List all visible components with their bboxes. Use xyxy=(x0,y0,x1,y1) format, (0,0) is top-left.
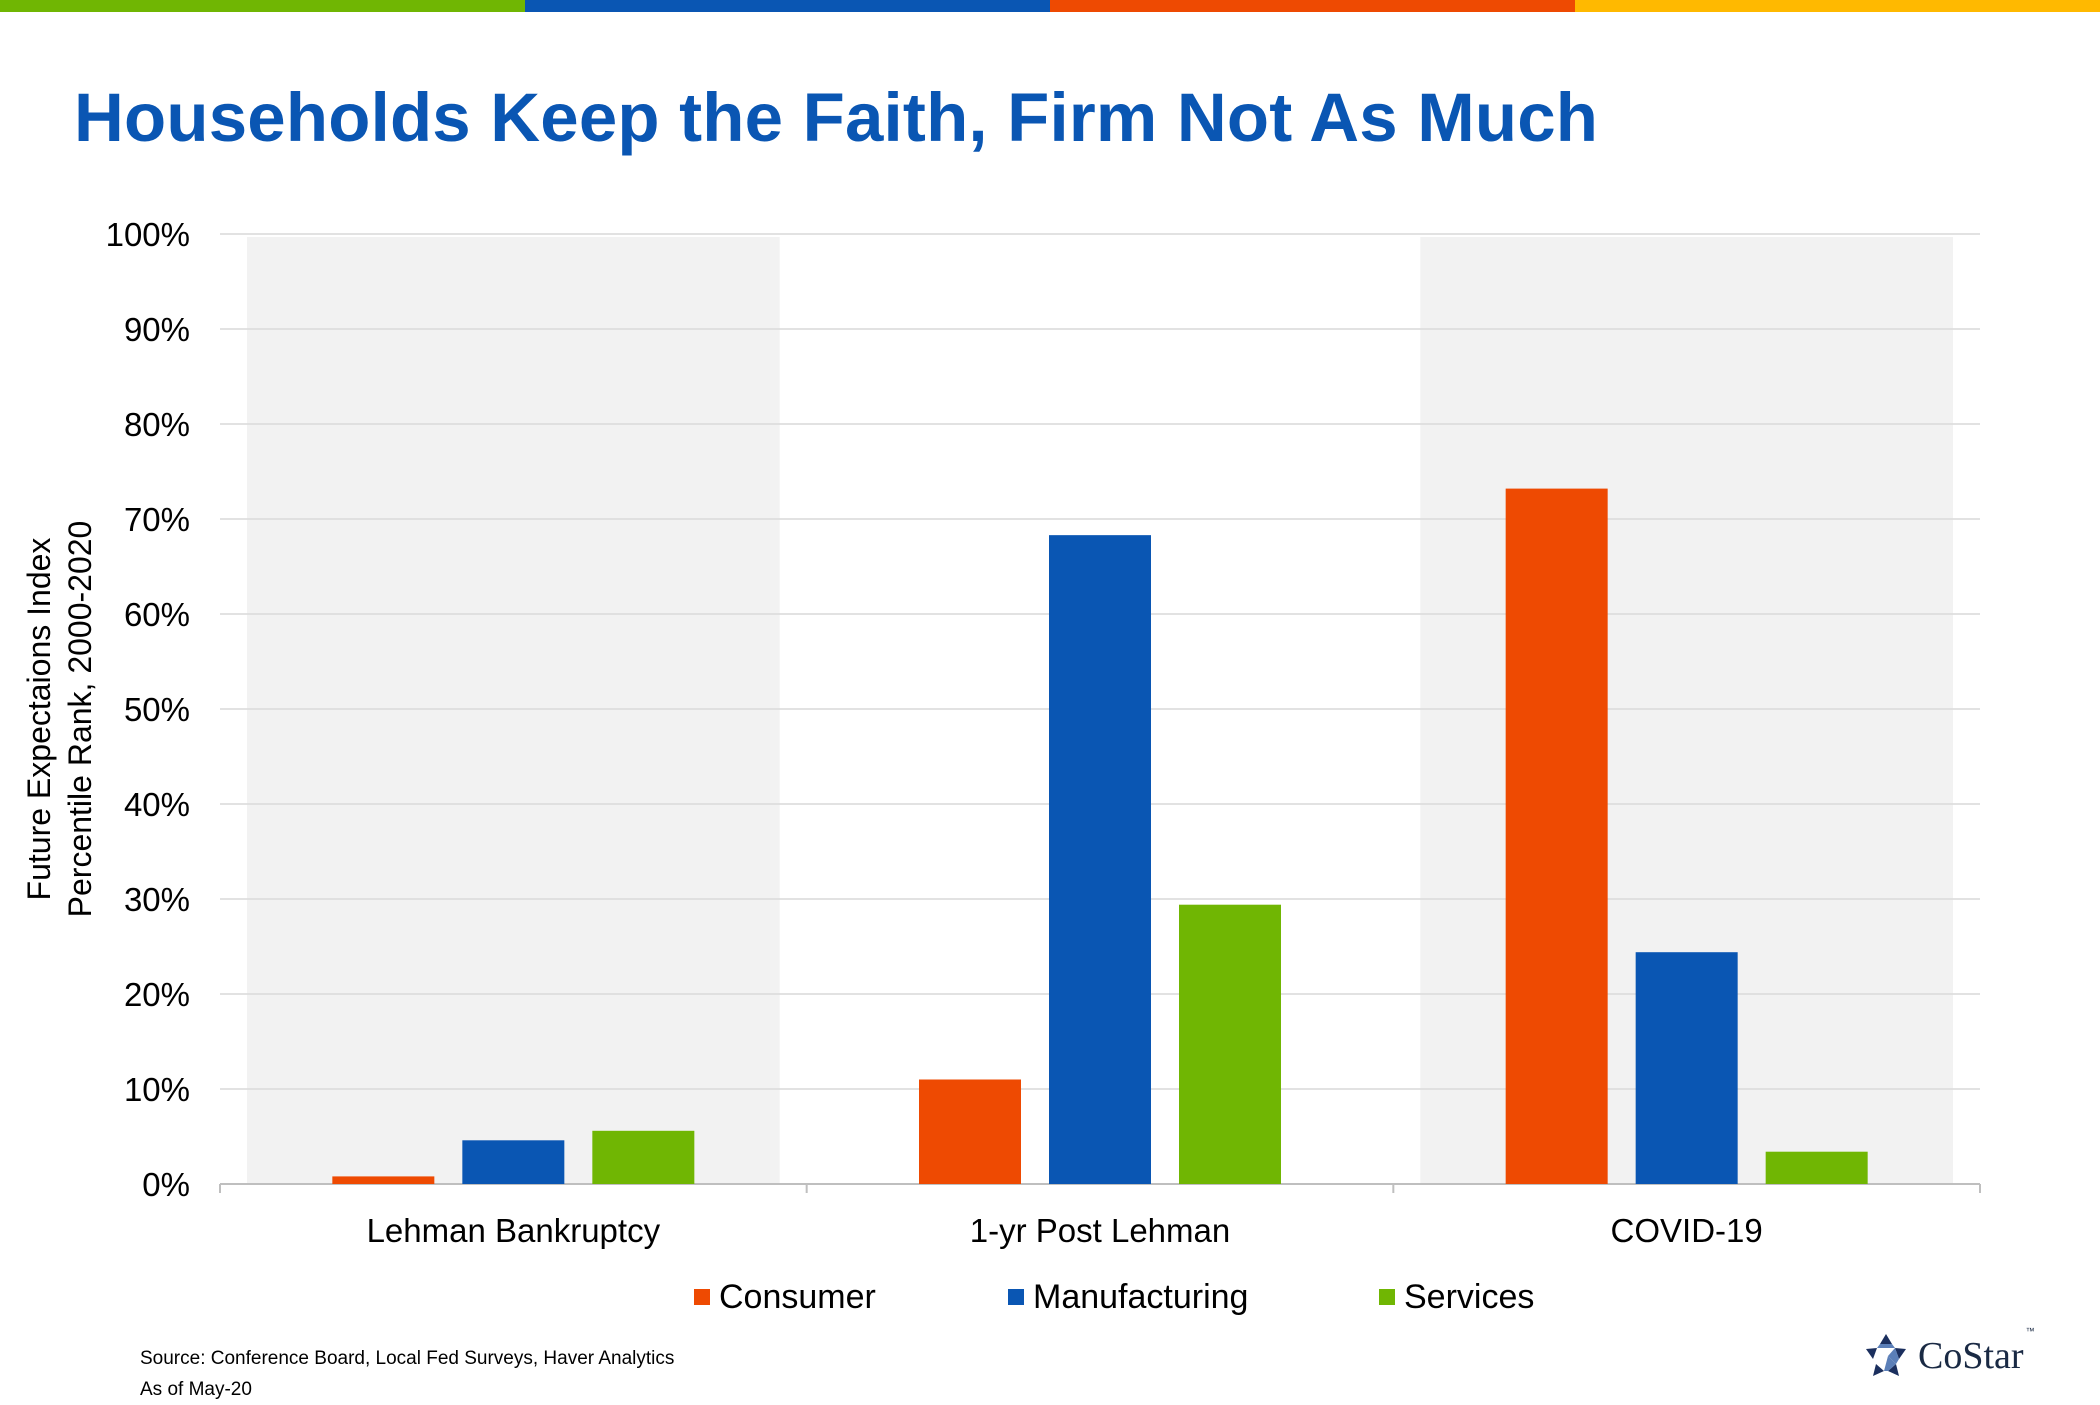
stripe-segment-blue xyxy=(525,0,1050,12)
y-axis-label: Percentile Rank, 2000-2020 xyxy=(62,521,98,918)
legend-swatch xyxy=(1379,1289,1395,1305)
legend-label: Consumer xyxy=(719,1277,876,1316)
x-tick-label: 1-yr Post Lehman xyxy=(970,1212,1230,1249)
bar-manufacturing xyxy=(462,1140,565,1184)
legend-swatch xyxy=(1008,1289,1024,1305)
costar-logo: CoStar™ xyxy=(1862,1326,2035,1380)
bar-chart: 0% 10% 20% 30% 40% 50% 60% 70% 80% 90% 100% Lehman … xyxy=(21,216,1981,1249)
stripe-segment-orange xyxy=(1050,0,1575,12)
y-tick-label: 60% xyxy=(124,596,190,633)
bar-manufacturing xyxy=(1635,952,1738,1184)
y-tick-label: 80% xyxy=(124,406,190,443)
bar-consumer xyxy=(1505,488,1608,1185)
y-tick-label: 0% xyxy=(142,1166,190,1203)
bar-services xyxy=(592,1130,695,1184)
legend-item-manufacturing: Manufacturing xyxy=(1008,1272,1248,1322)
y-tick-label: 50% xyxy=(124,691,190,728)
y-tick-label: 10% xyxy=(124,1071,190,1108)
legend-swatch xyxy=(694,1289,710,1305)
legend-item-consumer: Consumer xyxy=(694,1272,876,1322)
category-shade xyxy=(247,237,780,1184)
y-tick-label: 90% xyxy=(124,311,190,348)
bar-consumer xyxy=(919,1079,1021,1184)
costar-star-icon xyxy=(1866,1334,1906,1376)
y-tick-label: 40% xyxy=(124,786,190,823)
legend-item-services: Services xyxy=(1379,1272,1534,1322)
y-axis-label: Future Expectaions Index xyxy=(21,538,57,901)
chart-legend: Consumer Manufacturing Services xyxy=(0,1272,2100,1322)
stripe-segment-yellow xyxy=(1575,0,2100,12)
page-title: Households Keep the Faith, Firm Not As M… xyxy=(74,79,1599,156)
bar-services xyxy=(1179,904,1281,1184)
y-tick-label: 70% xyxy=(124,501,190,538)
y-tick-label: 100% xyxy=(106,216,190,253)
y-tick-label: 30% xyxy=(124,881,190,918)
x-tick-label: COVID-19 xyxy=(1611,1212,1763,1249)
legend-label: Services xyxy=(1404,1277,1535,1316)
bar-services xyxy=(1765,1151,1868,1184)
x-tick-label: Lehman Bankruptcy xyxy=(367,1212,661,1249)
stripe-segment-green xyxy=(0,0,525,12)
y-tick-label: 20% xyxy=(124,976,190,1013)
legend-label: Manufacturing xyxy=(1033,1277,1249,1316)
logo-wordmark: CoStar™ xyxy=(1918,1326,2035,1377)
source-note: Source: Conference Board, Local Fed Surv… xyxy=(140,1343,674,1405)
top-color-stripe xyxy=(0,0,2100,12)
source-line: Source: Conference Board, Local Fed Surv… xyxy=(140,1348,675,1369)
bar-manufacturing xyxy=(1049,535,1151,1184)
bar-consumer xyxy=(332,1176,435,1184)
as-of-line: As of May-20 xyxy=(140,1379,252,1400)
